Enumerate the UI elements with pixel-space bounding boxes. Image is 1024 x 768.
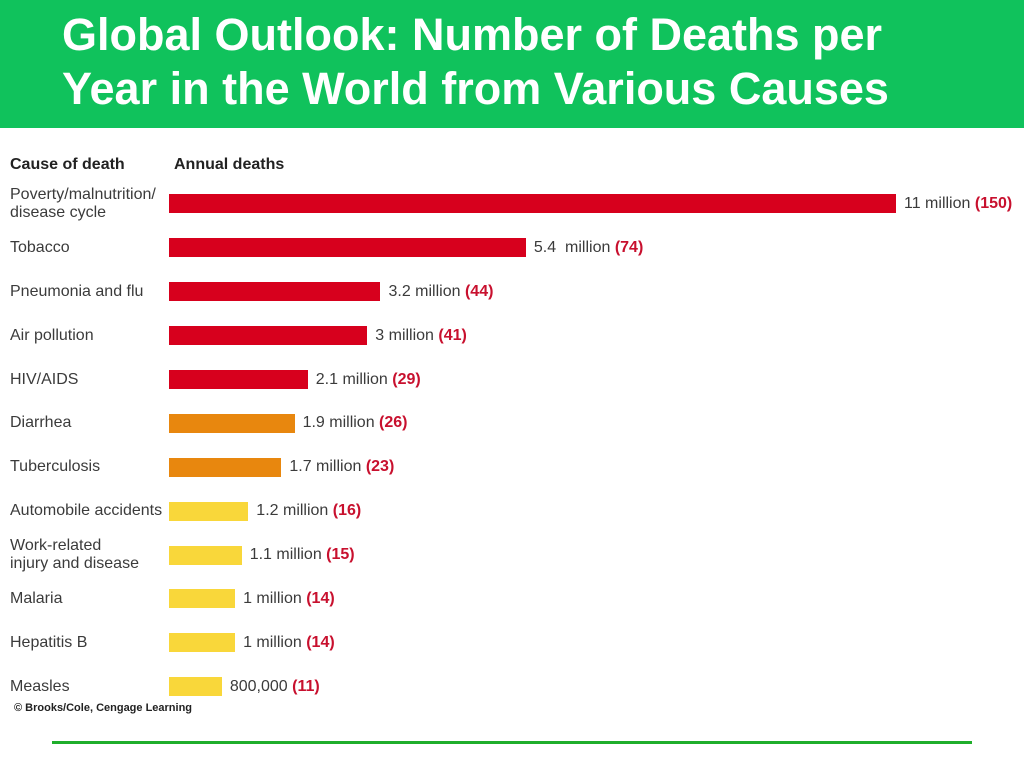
title-band: Global Outlook: Number of Deaths per Yea…	[0, 0, 1024, 128]
value-label: 5.4 million (74)	[534, 239, 643, 257]
bar-rows: Poverty/malnutrition/ disease cycle 11 mi…	[0, 182, 1024, 709]
value-note: (15)	[326, 546, 355, 564]
bar	[169, 194, 896, 214]
bar-row: Pneumonia and flu 3.2 million (44)	[0, 270, 1024, 314]
bar	[169, 589, 236, 609]
value-label: 1 million (14)	[243, 634, 335, 652]
value-label: 11 million (150)	[904, 195, 1012, 213]
value-label: 800,000 (11)	[230, 678, 320, 696]
bar	[169, 370, 308, 389]
category-label: Tobacco	[10, 238, 70, 256]
category-label: Tuberculosis	[10, 458, 101, 476]
bar-row: HIV/AIDS 2.1 million (29)	[0, 358, 1024, 402]
value-amount: 3 million	[375, 326, 434, 344]
bar	[169, 677, 222, 697]
bar	[169, 413, 295, 433]
value-note: (14)	[306, 589, 335, 607]
bar	[169, 545, 242, 565]
bar-row: Measles 800,000 (11)	[0, 665, 1024, 709]
category-label: Malaria	[10, 589, 63, 607]
value-note: (14)	[306, 633, 335, 651]
value-label: 1.9 million (26)	[303, 414, 408, 432]
bar-row: Automobile accidents 1.2 million (16)	[0, 489, 1024, 533]
value-note: (26)	[379, 414, 408, 432]
bar-row: Hepatitis B 1 million (14)	[0, 621, 1024, 665]
value-label: 1.1 million (15)	[250, 546, 355, 564]
value-label: 3.2 million (44)	[388, 283, 493, 301]
bar	[169, 633, 236, 653]
value-amount: 1.7 million	[289, 458, 362, 476]
value-label: 1.2 million (16)	[256, 502, 361, 520]
category-label: Air pollution	[10, 326, 94, 344]
value-column-header: Annual deaths	[174, 156, 285, 173]
category-label: Automobile accidents	[10, 502, 163, 520]
bar-row: Malaria 1 million (14)	[0, 577, 1024, 621]
bar	[169, 457, 282, 477]
bar	[169, 282, 381, 302]
value-label: 1 million (14)	[243, 590, 335, 608]
bar-row: Air pollution 3 million (41)	[0, 314, 1024, 358]
category-label: Diarrhea	[10, 414, 72, 432]
source-credit: © Brooks/Cole, Cengage Learning	[14, 702, 193, 714]
value-label: 1.7 million (23)	[289, 458, 394, 476]
value-amount: 1.2 million	[256, 502, 329, 520]
value-note: (23)	[365, 458, 395, 476]
value-amount: 800,000	[229, 677, 288, 695]
value-amount: 3.2 million	[388, 282, 461, 300]
bar	[169, 326, 368, 346]
value-note: (29)	[392, 370, 421, 388]
bar	[169, 238, 526, 258]
value-note: (16)	[332, 502, 362, 520]
value-note: (11)	[292, 677, 320, 695]
value-note: (150)	[974, 194, 1013, 212]
value-amount: 1 million	[243, 633, 302, 651]
value-amount: 2.1 million	[315, 370, 388, 388]
value-amount: 1 million	[243, 589, 302, 607]
category-column-header: Cause of death	[10, 156, 125, 173]
bar-row: Work-related injury and disease 1.1 milli…	[0, 533, 1024, 577]
category-label: Pneumonia and flu	[10, 282, 144, 300]
bar-row: Tuberculosis 1.7 million (23)	[0, 445, 1024, 489]
value-label: 3 million (41)	[375, 327, 467, 345]
value-note: (44)	[464, 282, 494, 300]
value-amount: 5.4 million	[533, 238, 611, 256]
category-label: Hepatitis B	[10, 633, 88, 651]
bar	[169, 501, 249, 521]
bar-chart: Cause of death Annual deaths Poverty/mal…	[0, 128, 1024, 728]
value-note: (41)	[438, 326, 467, 344]
category-label: Poverty/malnutrition/ disease cycle	[10, 185, 156, 221]
value-amount: 11 million	[904, 194, 971, 212]
value-note: (74)	[614, 238, 644, 256]
footer-divider	[52, 741, 972, 744]
value-amount: 1.1 million	[249, 546, 322, 564]
bar-row: Tobacco 5.4 million (74)	[0, 226, 1024, 270]
category-label: Work-related injury and disease	[10, 537, 139, 573]
bar-row: Poverty/malnutrition/ disease cycle 11 mi…	[0, 182, 1024, 226]
category-label: HIV/AIDS	[10, 370, 79, 388]
slide-title: Global Outlook: Number of Deaths per Yea…	[62, 9, 889, 114]
value-amount: 1.9 million	[302, 414, 375, 432]
value-label: 2.1 million (29)	[316, 371, 421, 389]
bar-row: Diarrhea 1.9 million (26)	[0, 401, 1024, 445]
category-label: Measles	[10, 677, 70, 695]
